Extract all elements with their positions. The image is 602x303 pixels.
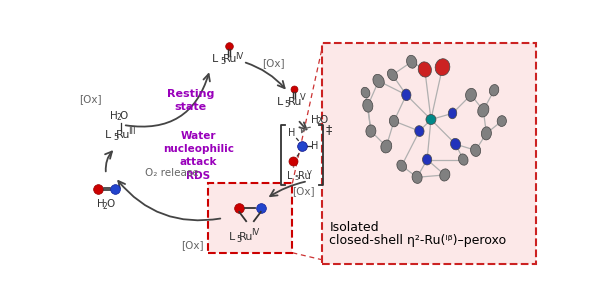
Text: IV: IV — [235, 52, 244, 61]
Ellipse shape — [381, 140, 392, 153]
Text: Resting
state: Resting state — [167, 89, 214, 112]
Text: L: L — [228, 232, 235, 242]
Text: Ru: Ru — [288, 97, 302, 107]
Text: [Ox]: [Ox] — [79, 94, 102, 104]
Text: Isolated: Isolated — [329, 221, 379, 234]
Text: O: O — [119, 111, 128, 121]
Text: O: O — [319, 115, 327, 125]
Text: H: H — [110, 111, 117, 121]
Ellipse shape — [497, 116, 506, 126]
Text: 5: 5 — [285, 100, 290, 108]
Ellipse shape — [389, 115, 399, 127]
Text: ‡: ‡ — [326, 123, 332, 136]
Text: 5: 5 — [236, 235, 241, 244]
Text: Ru: Ru — [298, 171, 311, 181]
FancyArrowPatch shape — [302, 127, 311, 133]
Ellipse shape — [402, 89, 411, 101]
Ellipse shape — [366, 125, 376, 137]
Ellipse shape — [448, 108, 457, 119]
Text: O: O — [106, 199, 114, 209]
Text: H: H — [311, 115, 318, 125]
Text: 2: 2 — [316, 117, 321, 126]
Ellipse shape — [482, 127, 491, 140]
Text: 2: 2 — [116, 114, 121, 122]
Ellipse shape — [388, 69, 397, 81]
Text: [Ox]: [Ox] — [293, 186, 315, 196]
FancyArrowPatch shape — [270, 182, 305, 196]
Ellipse shape — [418, 62, 432, 77]
Text: 5: 5 — [220, 57, 225, 66]
Text: V: V — [307, 170, 312, 176]
Text: 5: 5 — [294, 175, 299, 181]
Ellipse shape — [439, 169, 450, 181]
Text: Ru: Ru — [239, 232, 253, 242]
Text: H: H — [97, 199, 105, 209]
Ellipse shape — [363, 99, 373, 112]
Ellipse shape — [423, 154, 432, 165]
Text: L: L — [105, 130, 111, 140]
Text: 5: 5 — [113, 133, 118, 142]
Text: H: H — [311, 142, 318, 152]
Ellipse shape — [373, 74, 384, 88]
FancyArrowPatch shape — [126, 74, 210, 127]
Text: Water
nucleophilic
attack
RDS: Water nucleophilic attack RDS — [163, 131, 234, 181]
Text: closed-shell η²-Ru(ᴵᵝ)–peroxo: closed-shell η²-Ru(ᴵᵝ)–peroxo — [329, 234, 506, 247]
FancyArrowPatch shape — [299, 122, 306, 129]
Text: Ru: Ru — [116, 130, 131, 140]
Text: [Ox]: [Ox] — [262, 58, 284, 68]
Text: III: III — [128, 127, 136, 136]
Text: L: L — [277, 97, 283, 107]
Text: V: V — [300, 93, 306, 102]
Ellipse shape — [406, 55, 417, 68]
Ellipse shape — [435, 59, 450, 75]
FancyArrowPatch shape — [246, 63, 285, 88]
Ellipse shape — [489, 85, 499, 96]
Text: [Ox]: [Ox] — [181, 240, 203, 250]
Ellipse shape — [459, 154, 468, 165]
Ellipse shape — [415, 126, 424, 136]
Ellipse shape — [361, 87, 370, 98]
Text: L: L — [213, 55, 219, 65]
Ellipse shape — [450, 138, 461, 150]
FancyArrowPatch shape — [105, 152, 112, 171]
Ellipse shape — [412, 171, 422, 183]
FancyArrowPatch shape — [118, 181, 220, 220]
Ellipse shape — [465, 88, 476, 102]
Text: IV: IV — [252, 228, 260, 237]
Text: H: H — [288, 128, 295, 138]
Text: Ru: Ru — [223, 55, 237, 65]
Bar — [321, 42, 536, 264]
Ellipse shape — [397, 160, 406, 171]
Ellipse shape — [426, 115, 436, 125]
Ellipse shape — [471, 144, 480, 156]
Text: 2: 2 — [103, 202, 108, 211]
Ellipse shape — [478, 104, 489, 117]
Text: L: L — [287, 171, 293, 181]
Text: O₂ release: O₂ release — [144, 168, 198, 178]
Bar — [208, 183, 293, 253]
